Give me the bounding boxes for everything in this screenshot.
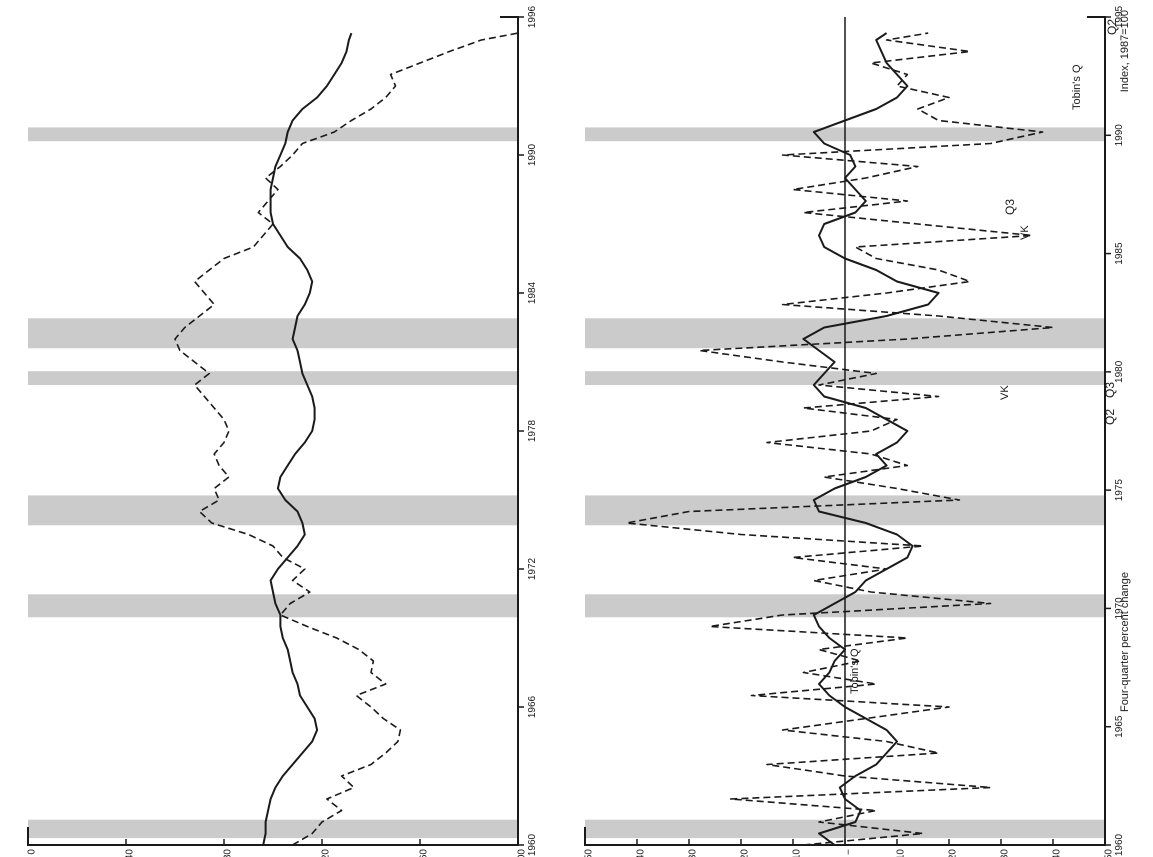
- bottom-annotation-q2: Q2: [1103, 409, 1117, 425]
- bottom-y-tick-label-2: 30: [688, 849, 699, 857]
- top-y-tick-label-4: 160: [419, 849, 430, 857]
- bottom-x-tick-label-1: 1965: [1114, 715, 1125, 738]
- top-y-tick-label-0: 0: [27, 849, 38, 855]
- bottom-y-tick-label-6: 10: [896, 849, 907, 857]
- bottom-y-tick-label-5: + 0 −: [844, 849, 855, 857]
- bottom-y-tick-labels: 50 40 30 20 10 + 0 − 10 20 30 40 50: [584, 849, 1115, 857]
- bottom-x-tick-label-0: 1960: [1114, 833, 1125, 856]
- top-y-tick-label-2: 80: [223, 849, 234, 857]
- top-y-tick-label-1: 40: [125, 849, 136, 857]
- top-x-tick-label-6: 1996: [527, 5, 538, 28]
- top-y-tick-label-5: 200: [517, 849, 528, 857]
- top-annotation-q3: Q3: [1003, 199, 1017, 215]
- bottom-x-tick-label-2: 1970: [1114, 597, 1125, 620]
- top-recession-band-0: [28, 819, 518, 839]
- top-x-tick-labels: 1960 1966 1972 1978 1984 1990 1996: [527, 5, 538, 856]
- top-recession-band-2: [28, 495, 518, 526]
- top-recession-band-4: [28, 318, 518, 349]
- bottom-series-line-tobin-s-q: [625, 32, 1054, 846]
- top-x-tick-label-3: 1978: [527, 419, 538, 442]
- top-recession-band-5: [28, 127, 518, 142]
- bottom-panel-plot: 1960 1965 1970 1975 1980 1985 1990 1995 50 40 30 2…: [584, 5, 1131, 857]
- bottom-annotation-q3: Q3: [1103, 382, 1117, 398]
- bottom-x-tick-label-6: 1990: [1114, 124, 1125, 147]
- bottom-y-tick-label-0: 50: [584, 849, 595, 857]
- bottom-x-tick-label-4: 1980: [1114, 360, 1125, 383]
- bottom-y-axis-label: Four-quarter percent change: [1119, 572, 1131, 712]
- top-recession-band-1: [28, 594, 518, 618]
- bottom-y-tick-label-4: 10: [792, 849, 803, 857]
- top-x-tick-label-2: 1972: [527, 557, 538, 580]
- top-recession-band-3: [28, 371, 518, 385]
- top-tick-marks: [27, 16, 524, 846]
- bottom-series-line-vk: [802, 32, 940, 846]
- bottom-y-tick-label-1: 40: [636, 849, 647, 857]
- top-y-tick-label-3: 120: [321, 849, 332, 857]
- top-annotation-q2: Q2: [1105, 19, 1119, 35]
- bottom-series-label-vk: VK: [999, 385, 1011, 400]
- top-series-label-tobins-q: Tobin's Q: [1071, 64, 1083, 110]
- bottom-y-tick-label-8: 30: [1000, 849, 1011, 857]
- bottom-y-tick-label-7: 20: [948, 849, 959, 857]
- top-y-axis-label: Index, 1987=100: [1119, 10, 1131, 92]
- top-x-tick-label-0: 1960: [527, 833, 538, 856]
- bottom-x-tick-label-3: 1975: [1114, 479, 1125, 502]
- top-series: [174, 32, 519, 846]
- top-series-line-vk: [262, 32, 353, 846]
- bottom-y-tick-label-10: 50: [1104, 849, 1115, 857]
- bottom-x-tick-labels: 1960 1965 1970 1975 1980 1985 1990 1995: [1114, 5, 1125, 856]
- bottom-tick-marks: [584, 16, 1111, 846]
- bottom-y-tick-label-9: 40: [1052, 849, 1063, 857]
- bottom-y-tick-label-3: 20: [740, 849, 751, 857]
- top-x-tick-label-5: 1990: [527, 143, 538, 166]
- bottom-x-tick-label-5: 1985: [1114, 242, 1125, 265]
- top-y-tick-labels: 0 40 80 120 160 200: [27, 849, 528, 857]
- top-series-line-tobin-s-q: [174, 32, 519, 846]
- top-series-label-vk: VK: [1019, 225, 1031, 240]
- bottom-series-label-tobins-q: Tobin's Q: [849, 648, 861, 694]
- top-recession-bands: [28, 127, 518, 839]
- bottom-x-tick-label-7: 1995: [1114, 5, 1125, 28]
- bottom-series: [625, 32, 1054, 846]
- top-panel-plot: 1960 1966 1972 1978 1984 1990 1996 0 40 80 120 160…: [27, 5, 1131, 857]
- top-x-tick-label-1: 1966: [527, 695, 538, 718]
- top-x-tick-label-4: 1984: [527, 281, 538, 304]
